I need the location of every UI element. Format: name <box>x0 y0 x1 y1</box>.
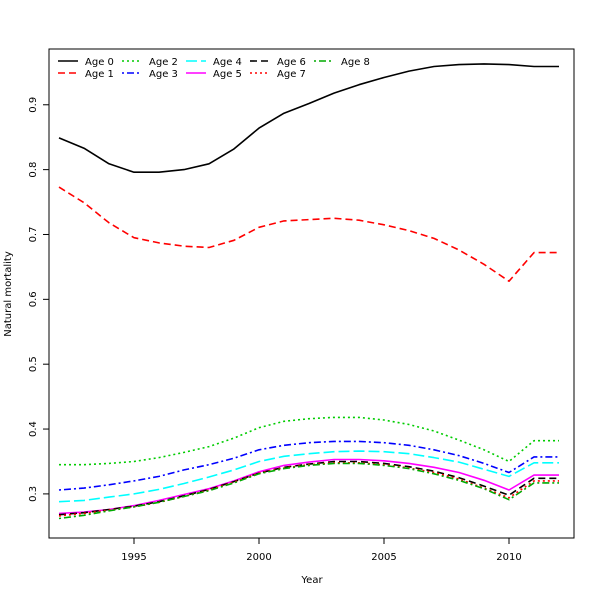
x-tick-label: 2000 <box>246 552 271 563</box>
x-tick-label: 2010 <box>496 552 521 563</box>
legend-label: Age 3 <box>149 69 178 80</box>
y-tick-label: 0.7 <box>28 227 39 243</box>
x-axis-label: Year <box>300 575 323 586</box>
legend-label: Age 0 <box>85 57 114 68</box>
series-line-age-2 <box>59 416 559 466</box>
legend-label: Age 1 <box>85 69 114 80</box>
series-line-age-1 <box>58 186 559 283</box>
series-line-age-4 <box>58 450 559 503</box>
legend-label: Age 7 <box>277 69 306 80</box>
legend-label: Age 5 <box>213 69 242 80</box>
series-line-age-5 <box>58 458 559 515</box>
y-tick-label: 0.3 <box>28 486 39 502</box>
series-line-age-3 <box>58 440 559 491</box>
y-axis: 0.3 0.4 0.5 0.6 0.7 0.8 0.9 <box>28 97 49 502</box>
y-tick-label: 0.4 <box>28 421 39 437</box>
series-line-age-7 <box>58 461 559 517</box>
x-tick-label: 1995 <box>121 552 146 563</box>
series-line-age-8 <box>58 462 559 520</box>
y-tick-label: 0.6 <box>28 291 39 307</box>
y-tick-label: 0.8 <box>28 162 39 178</box>
x-axis: 1995 2000 2005 2010 <box>121 538 522 563</box>
y-axis-label: Natural mortality <box>3 251 14 337</box>
x-tick-label: 2005 <box>371 552 396 563</box>
series-layer <box>58 63 559 520</box>
legend-label: Age 8 <box>341 57 370 68</box>
plot-frame <box>48 48 575 539</box>
legend-label: Age 6 <box>277 57 306 68</box>
legend-label: Age 4 <box>213 57 242 68</box>
y-tick-label: 0.9 <box>28 97 39 113</box>
series-line-age-0 <box>58 63 559 173</box>
y-tick-label: 0.5 <box>28 356 39 372</box>
legend-label: Age 2 <box>149 57 178 68</box>
